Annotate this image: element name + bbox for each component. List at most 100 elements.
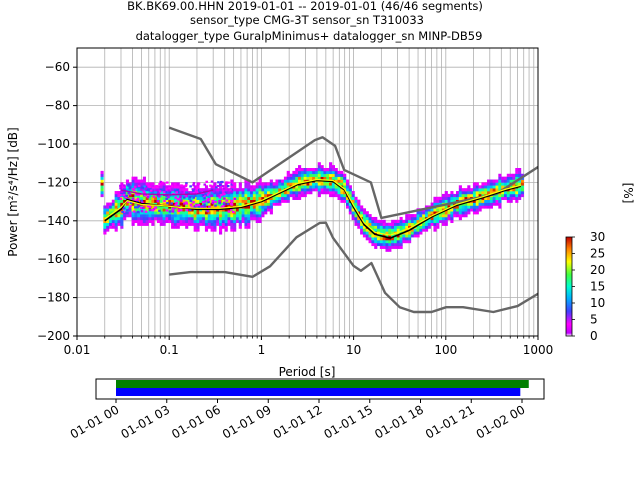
heatmap-cell (306, 185, 310, 189)
heatmap-cell (193, 208, 197, 212)
heatmap-cell (192, 182, 196, 185)
heatmap-cell (241, 211, 245, 215)
heatmap-cell (244, 191, 248, 195)
y-axis-ticks: −200−180−160−140−120−100−80−60 (37, 60, 77, 343)
heatmap-cell (148, 182, 152, 186)
heatmap-cell (377, 242, 381, 247)
heatmap-cell (171, 208, 175, 211)
heatmap-cell (114, 222, 118, 226)
heatmap-cell (374, 234, 378, 238)
heatmap-cell (489, 202, 493, 206)
heatmap-cell (439, 208, 443, 212)
heatmap-cell (312, 188, 316, 192)
heatmap-cell (427, 211, 431, 215)
heatmap-cell (354, 216, 358, 221)
heatmap-cell (103, 211, 107, 215)
heatmap-cell (210, 222, 214, 226)
heatmap-cell (300, 188, 304, 192)
heatmap-cell (396, 242, 400, 247)
heatmap-cell (453, 196, 457, 200)
heatmap-cell (379, 222, 383, 226)
heatmap-cell (173, 183, 177, 186)
heatmap-cell (185, 225, 189, 229)
heatmap-cell (377, 225, 381, 229)
heatmap-cell (120, 222, 124, 226)
heatmap-cell (357, 202, 361, 206)
heatmap-cell (213, 182, 217, 186)
heatmap-cell (337, 179, 341, 183)
heatmap-cell (396, 245, 400, 249)
heatmap-cell (388, 228, 392, 232)
heatmap-cell (478, 193, 482, 198)
heatmap-cell (402, 225, 406, 229)
heatmap-cell (179, 193, 183, 198)
heatmap-cell (117, 211, 121, 215)
heatmap-cell (230, 225, 234, 229)
heatmap-cell (430, 202, 434, 206)
heatmap-cell (379, 245, 383, 249)
heatmap-cell (213, 193, 217, 198)
heatmap-cell (244, 188, 248, 192)
heatmap-cell (450, 214, 454, 218)
heatmap-cell (317, 176, 321, 180)
heatmap-cell (515, 196, 519, 200)
heatmap-cell (357, 222, 361, 226)
heatmap-cell (345, 199, 350, 203)
heatmap-cell (430, 216, 434, 221)
heatmap-cell (197, 206, 201, 209)
heatmap-cell (399, 219, 403, 224)
heatmap-cell (148, 191, 152, 195)
heatmap-cell (179, 222, 183, 226)
heatmap-cell (132, 210, 136, 213)
heatmap-cell (385, 225, 389, 229)
heatmap-cell (266, 182, 271, 186)
median-line (120, 189, 214, 196)
heatmap-cell (238, 211, 242, 215)
heatmap-cell (295, 168, 299, 172)
heatmap-cell (509, 176, 513, 180)
heatmap-cell (106, 211, 110, 215)
heatmap-cell (498, 176, 502, 180)
heatmap-cell (286, 170, 290, 175)
heatmap-cell (317, 193, 321, 198)
heatmap-cell (103, 205, 107, 209)
heatmap-cell (337, 182, 341, 186)
heatmap-cell (207, 225, 211, 229)
heatmap-cell (515, 173, 519, 177)
heatmap-cell (241, 208, 245, 212)
heatmap-cell (195, 191, 199, 194)
heatmap-cell (503, 196, 508, 200)
heatmap-cell (144, 210, 148, 213)
heatmap-cell (283, 185, 288, 189)
heatmap-cell (252, 185, 257, 189)
heatmap-cell (272, 191, 276, 195)
heatmap-cell (515, 176, 519, 180)
heatmap-cell (275, 196, 279, 200)
heatmap-cell (224, 196, 228, 200)
heatmap-cell (123, 191, 127, 195)
heatmap-cell (391, 237, 395, 241)
heatmap-cell (489, 196, 493, 200)
heatmap-cell (145, 222, 149, 226)
heatmap-cell (484, 199, 488, 203)
heatmap-cell (168, 214, 172, 218)
heatmap-cell (210, 216, 214, 221)
heatmap-cell (298, 185, 302, 189)
heatmap-cell (219, 185, 223, 189)
heatmap-cell (238, 182, 242, 186)
heatmap-cell (123, 185, 127, 189)
heatmap-cell (503, 176, 508, 180)
heatmap-cell (320, 170, 324, 175)
title-line-2: sensor_type CMG-3T sensor_sn T310033 (190, 13, 424, 27)
heatmap-cell (108, 225, 113, 229)
heatmap-cell (241, 196, 245, 200)
heatmap-cell (382, 240, 386, 244)
heatmap-cell (261, 191, 265, 195)
heatmap-cell (204, 196, 209, 200)
heatmap-cell (250, 214, 254, 218)
heatmap-cell (165, 185, 169, 189)
heatmap-cell (244, 214, 248, 218)
heatmap-cell (410, 228, 414, 232)
heatmap-cell (509, 196, 513, 200)
heatmap-cell (137, 191, 141, 195)
